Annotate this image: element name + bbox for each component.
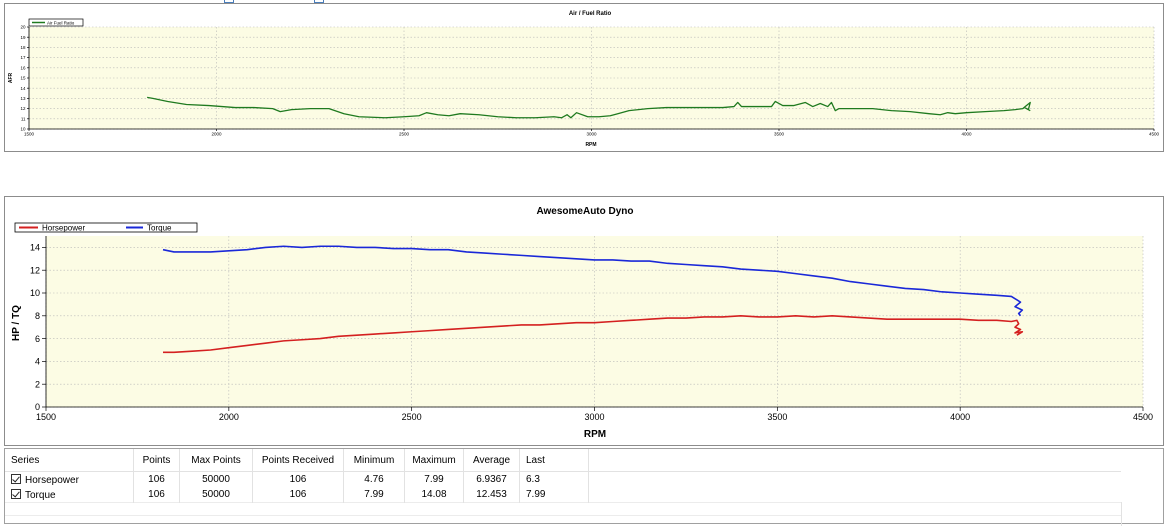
dyno-chart: AwesomeAuto Dyno Horsepower Torque 1500 2…	[11, 206, 1153, 440]
afr-x-axis-label: RPM	[585, 142, 596, 148]
dyno-chart-title: AwesomeAuto Dyno	[536, 206, 633, 217]
filler-cell	[589, 487, 1122, 503]
points-cell: 106	[133, 487, 180, 503]
table-row[interactable]: Torque 106 50000 106 7.99 14.08 12.453 7…	[5, 487, 1121, 503]
dyno-y-tick-label: 6	[35, 334, 40, 344]
col-header-average[interactable]: Average	[463, 449, 520, 472]
afr-y-tick-label: 11	[21, 116, 26, 121]
last-cell: 7.99	[519, 487, 589, 503]
afr-x-tick-label: 3000	[586, 132, 597, 137]
afr-chart: Air / Fuel Ratio Air Fuel Ratio 1500 2000…	[8, 11, 1160, 148]
col-header-last[interactable]: Last	[519, 449, 589, 472]
series-visible-checkbox[interactable]	[11, 488, 21, 499]
dyno-x-axis-label: RPM	[584, 429, 606, 440]
afr-x-tick-label: 3500	[774, 132, 785, 137]
dyno-x-tick-label: 2000	[219, 412, 239, 422]
col-header-filler	[588, 449, 1121, 472]
series-name: Torque	[25, 489, 56, 501]
col-header-maximum[interactable]: Maximum	[404, 449, 464, 472]
dyno-legend-label-tq: Torque	[147, 224, 172, 233]
afr-y-tick-label: 20	[20, 25, 26, 30]
dyno-y-tick-label: 4	[35, 357, 40, 367]
dyno-series-horsepower	[163, 315, 1024, 354]
col-header-series[interactable]: Series	[5, 449, 134, 472]
series-visible-checkbox[interactable]	[11, 473, 21, 484]
afr-y-axis-label: AFR	[8, 72, 14, 83]
col-header-minimum[interactable]: Minimum	[343, 449, 405, 472]
maximum-cell: 7.99	[404, 471, 464, 487]
dyno-y-tick-label: 12	[30, 265, 40, 275]
dyno-x-tick-label: 3500	[767, 412, 787, 422]
last-cell: 6.3	[519, 471, 589, 487]
series-cell: Horsepower	[5, 471, 134, 487]
series-cell: Torque	[5, 487, 134, 503]
afr-x-tick-label: 2500	[399, 132, 410, 137]
dyno-x-tick-label: 1500	[36, 412, 56, 422]
table-row[interactable]: Horsepower 106 50000 106 4.76 7.99 6.936…	[5, 471, 1122, 488]
dyno-x-tick-label: 2500	[402, 412, 422, 422]
dyno-y-tick-label: 10	[30, 288, 40, 298]
points-cell: 106	[133, 471, 180, 487]
afr-y-tick-label: 17	[20, 55, 26, 60]
afr-series-air-fuel-ratio	[147, 96, 1031, 119]
afr-chart-panel: Air / Fuel Ratio Air Fuel Ratio 1500 2000…	[4, 3, 1164, 152]
col-header-max-points[interactable]: Max Points	[179, 449, 253, 472]
minimum-cell: 4.76	[343, 471, 405, 487]
afr-y-tick-label: 14	[20, 86, 26, 91]
dyno-x-tick-label: 4000	[950, 412, 970, 422]
afr-legend-box	[28, 18, 84, 27]
dyno-legend-label-hp: Horsepower	[42, 224, 85, 233]
dyno-series-torque	[162, 245, 1024, 317]
series-stats-panel: Series Points Max Points Points Received…	[4, 448, 1164, 526]
maximum-cell: 14.08	[404, 487, 464, 503]
afr-y-tick-label: 16	[20, 65, 26, 70]
afr-chart-title: Air / Fuel Ratio	[569, 11, 612, 17]
dyno-chart-panel: AwesomeAuto Dyno Horsepower Torque 1500 2…	[4, 196, 1164, 446]
afr-y-tick-label: 18	[20, 45, 26, 50]
stats-header-row: Series Points Max Points Points Received…	[5, 449, 1121, 472]
top-control-b	[314, 0, 324, 3]
afr-y-tick-label: 10	[20, 127, 26, 132]
col-header-points[interactable]: Points	[133, 449, 180, 472]
afr-y-tick-label: 19	[20, 35, 26, 40]
average-cell: 12.453	[463, 487, 520, 503]
afr-legend-label: Air Fuel Ratio	[47, 21, 75, 26]
afr-x-tick-label: 4500	[1149, 132, 1160, 137]
dyno-x-tick-label: 4500	[1133, 412, 1153, 422]
dyno-y-tick-label: 14	[30, 243, 40, 253]
series-stats-table: Series Points Max Points Points Received…	[5, 449, 1122, 526]
dyno-y-tick-label: 8	[35, 311, 40, 321]
filler-cell	[589, 472, 1122, 488]
dyno-legend-box	[14, 222, 198, 233]
afr-x-tick-label: 2000	[211, 132, 222, 137]
average-cell: 6.9367	[463, 471, 520, 487]
points-received-cell: 106	[252, 471, 344, 487]
dyno-y-tick-label: 2	[35, 379, 40, 389]
col-header-points-received[interactable]: Points Received	[252, 449, 344, 472]
top-control-a	[224, 0, 234, 3]
dyno-y-tick-label: 0	[35, 402, 40, 412]
dyno-x-tick-label: 3000	[584, 412, 604, 422]
dyno-y-axis-label: HP / TQ	[11, 305, 22, 341]
table-row-empty	[5, 515, 1122, 526]
minimum-cell: 7.99	[343, 487, 405, 503]
points-received-cell: 106	[252, 487, 344, 503]
table-row-empty	[5, 502, 1122, 516]
series-name: Horsepower	[25, 474, 79, 486]
afr-y-tick-label: 15	[20, 76, 26, 81]
afr-y-tick-label: 12	[20, 106, 26, 111]
afr-x-tick-label: 4000	[961, 132, 972, 137]
max-points-cell: 50000	[179, 487, 253, 503]
afr-x-tick-label: 1500	[24, 132, 35, 137]
max-points-cell: 50000	[179, 471, 253, 487]
afr-y-tick-label: 13	[20, 96, 26, 101]
